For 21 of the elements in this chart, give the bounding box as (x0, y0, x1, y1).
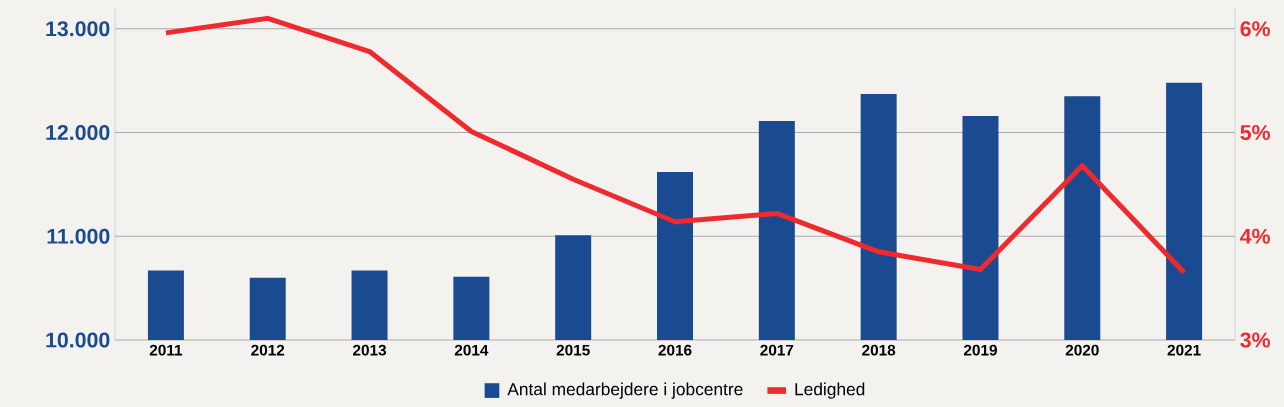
x-tick-label: 2012 (251, 344, 285, 356)
y-tick-label: 12.000 (46, 124, 110, 141)
x-tick-label: 2018 (862, 344, 896, 356)
x-tick-label: 2020 (1065, 344, 1099, 356)
y2-tick-label: 3% (1240, 332, 1270, 348)
x-tick-label: 2015 (556, 344, 590, 356)
x-tick-label: 2021 (1167, 344, 1201, 356)
y-tick-label: 13.000 (46, 21, 110, 37)
x-tick-label: 2013 (353, 344, 387, 356)
y-tick-label: 11.000 (47, 228, 110, 244)
x-tick-label: 2019 (963, 344, 997, 356)
x-tick-label: 2016 (658, 344, 692, 356)
x-tick-label: 2011 (149, 344, 183, 356)
x-tick-label: 2014 (454, 344, 489, 356)
y2-tick-label: 5% (1240, 124, 1270, 141)
y2-tick-label: 6% (1240, 21, 1270, 37)
y-tick-label: 10.000 (46, 332, 110, 348)
legend-label: Antal medarbejdere i jobcentre (507, 382, 743, 399)
x-tick-label: 2017 (760, 344, 794, 356)
y2-tick-label: 4% (1240, 228, 1270, 244)
legend-label: Ledighed (795, 382, 865, 399)
